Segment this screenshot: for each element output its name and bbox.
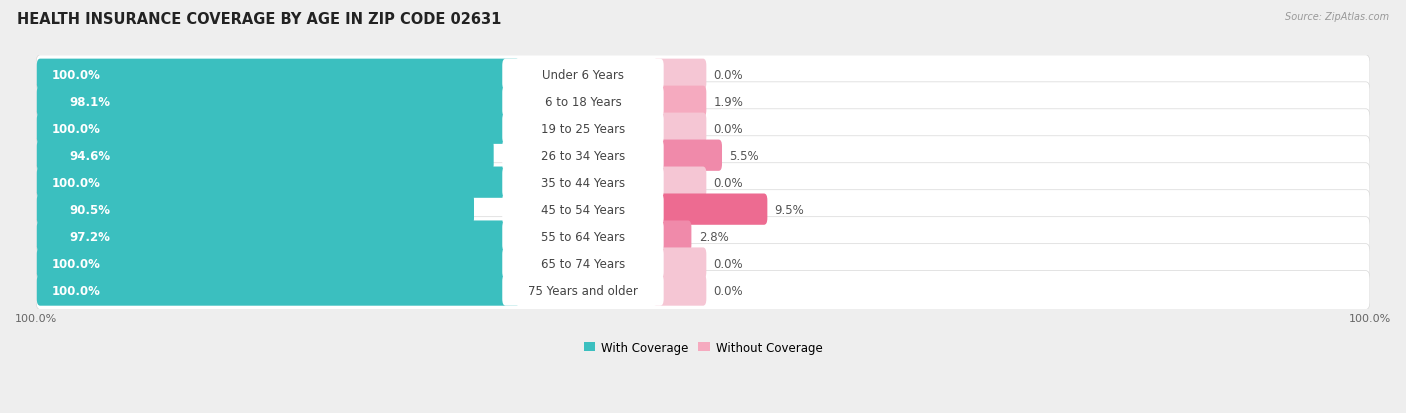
Text: 100.0%: 100.0% — [52, 284, 101, 297]
FancyBboxPatch shape — [37, 113, 520, 145]
Text: 1.9%: 1.9% — [714, 95, 744, 109]
Text: Under 6 Years: Under 6 Years — [541, 69, 624, 82]
Text: 26 to 34 Years: 26 to 34 Years — [541, 150, 626, 162]
FancyBboxPatch shape — [502, 59, 664, 91]
FancyBboxPatch shape — [37, 164, 1369, 202]
FancyBboxPatch shape — [37, 167, 520, 198]
Text: 5.5%: 5.5% — [730, 150, 759, 162]
Text: 0.0%: 0.0% — [714, 176, 744, 189]
Text: 19 to 25 Years: 19 to 25 Years — [541, 122, 626, 135]
FancyBboxPatch shape — [502, 86, 664, 118]
FancyBboxPatch shape — [652, 59, 706, 91]
FancyBboxPatch shape — [502, 113, 664, 145]
FancyBboxPatch shape — [37, 86, 510, 118]
FancyBboxPatch shape — [37, 244, 1369, 283]
FancyBboxPatch shape — [37, 190, 1369, 229]
FancyBboxPatch shape — [652, 113, 706, 145]
Text: 100.0%: 100.0% — [52, 176, 101, 189]
FancyBboxPatch shape — [37, 217, 1369, 256]
FancyBboxPatch shape — [37, 221, 506, 252]
FancyBboxPatch shape — [37, 56, 1369, 95]
Text: 6 to 18 Years: 6 to 18 Years — [544, 95, 621, 109]
FancyBboxPatch shape — [37, 248, 520, 279]
Text: 94.6%: 94.6% — [69, 150, 111, 162]
FancyBboxPatch shape — [37, 271, 1369, 310]
FancyBboxPatch shape — [37, 275, 520, 306]
FancyBboxPatch shape — [652, 194, 768, 225]
Text: 0.0%: 0.0% — [714, 69, 744, 82]
Text: 35 to 44 Years: 35 to 44 Years — [541, 176, 626, 189]
Text: 0.0%: 0.0% — [714, 284, 744, 297]
FancyBboxPatch shape — [502, 275, 664, 306]
FancyBboxPatch shape — [652, 275, 706, 306]
FancyBboxPatch shape — [502, 167, 664, 198]
Text: 100.0%: 100.0% — [52, 69, 101, 82]
Text: 97.2%: 97.2% — [69, 230, 110, 243]
Text: 0.0%: 0.0% — [714, 257, 744, 270]
Text: 0.0%: 0.0% — [714, 122, 744, 135]
Legend: With Coverage, Without Coverage: With Coverage, Without Coverage — [579, 337, 827, 359]
Text: HEALTH INSURANCE COVERAGE BY AGE IN ZIP CODE 02631: HEALTH INSURANCE COVERAGE BY AGE IN ZIP … — [17, 12, 502, 27]
Text: 2.8%: 2.8% — [699, 230, 728, 243]
FancyBboxPatch shape — [37, 83, 1369, 121]
Text: 90.5%: 90.5% — [69, 203, 111, 216]
FancyBboxPatch shape — [652, 167, 706, 198]
FancyBboxPatch shape — [502, 194, 664, 225]
FancyBboxPatch shape — [37, 59, 520, 91]
Text: 65 to 74 Years: 65 to 74 Years — [541, 257, 626, 270]
Text: 75 Years and older: 75 Years and older — [529, 284, 638, 297]
Text: 100.0%: 100.0% — [52, 257, 101, 270]
FancyBboxPatch shape — [502, 248, 664, 279]
Text: 9.5%: 9.5% — [775, 203, 804, 216]
Text: 100.0%: 100.0% — [52, 122, 101, 135]
FancyBboxPatch shape — [37, 136, 1369, 175]
Text: 55 to 64 Years: 55 to 64 Years — [541, 230, 626, 243]
FancyBboxPatch shape — [652, 86, 706, 118]
FancyBboxPatch shape — [502, 140, 664, 171]
FancyBboxPatch shape — [37, 194, 474, 225]
FancyBboxPatch shape — [652, 221, 692, 252]
Text: 45 to 54 Years: 45 to 54 Years — [541, 203, 626, 216]
FancyBboxPatch shape — [652, 140, 723, 171]
FancyBboxPatch shape — [37, 109, 1369, 148]
Text: 98.1%: 98.1% — [69, 95, 111, 109]
FancyBboxPatch shape — [37, 140, 494, 171]
FancyBboxPatch shape — [652, 248, 706, 279]
FancyBboxPatch shape — [502, 221, 664, 252]
Text: Source: ZipAtlas.com: Source: ZipAtlas.com — [1285, 12, 1389, 22]
